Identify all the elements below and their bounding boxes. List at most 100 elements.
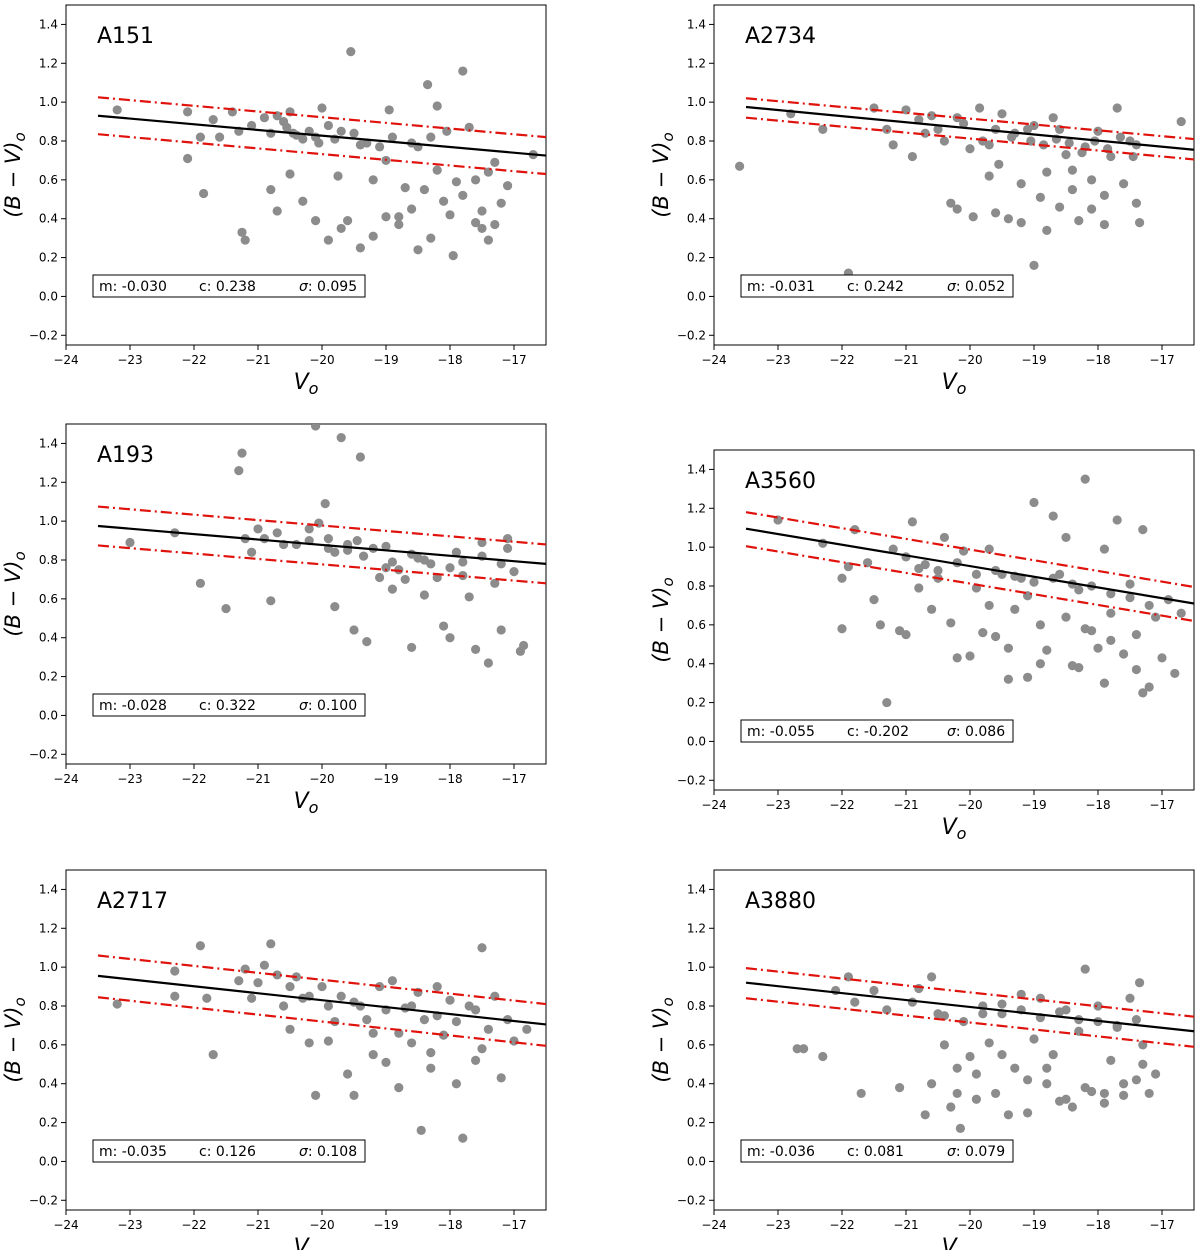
scatter-point <box>968 212 978 222</box>
scatter-point <box>869 595 879 605</box>
sigma-value: σ: 0.095 <box>299 279 357 295</box>
y-tick-label: 0.8 <box>39 553 58 567</box>
scatter-point <box>971 1069 982 1079</box>
scatter-point <box>1135 978 1145 988</box>
scatter-point <box>965 144 975 154</box>
plot-frame <box>713 4 1195 346</box>
scatter-point <box>477 1044 487 1054</box>
scatter-point <box>1067 184 1077 195</box>
scatter-point <box>483 658 493 668</box>
scatter-point <box>952 1088 962 1099</box>
x-tick-label: −19 <box>373 353 398 367</box>
scatter-point <box>522 1024 532 1034</box>
plot-area <box>97 47 546 261</box>
scatter-point <box>259 960 269 970</box>
chart-panel-A2734: −0.2 0.0 0.2 0.4 0.6 0.8 1.0 1.2 1.4 −24 −23 −22 −21… <box>649 4 1195 398</box>
x-tick-label: −21 <box>893 1218 918 1232</box>
scatter-point <box>349 1090 359 1100</box>
scatter-point <box>1099 190 1109 200</box>
scatter-point <box>1055 1007 1065 1017</box>
scatter-point <box>279 1001 289 1011</box>
scatter-point <box>423 80 433 90</box>
x-tick-label: −17 <box>1149 1218 1174 1232</box>
scatter-point <box>1029 1034 1039 1044</box>
scatter-point <box>496 559 506 569</box>
scatter-point <box>914 983 924 994</box>
y-tick-label: 0.8 <box>39 999 58 1013</box>
scatter-point <box>799 1044 809 1054</box>
x-tick-label: −22 <box>829 353 854 367</box>
y-tick-label: 0.4 <box>687 1077 706 1091</box>
y-tick-label: 0.2 <box>39 1116 58 1130</box>
scatter-point <box>837 624 847 634</box>
scatter-point <box>183 107 193 117</box>
scatter-point <box>368 1049 378 1060</box>
cluster-label: A151 <box>97 24 154 49</box>
x-tick-label: −21 <box>893 353 918 367</box>
y-tick-label: 0.8 <box>39 134 58 148</box>
scatter-point <box>259 534 269 544</box>
lower-band-line <box>97 996 546 1047</box>
scatter-point <box>407 1001 417 1011</box>
scatter-point <box>1007 132 1017 142</box>
scatter-point <box>368 1028 378 1038</box>
scatter-point <box>1003 643 1014 653</box>
x-tick-label: −20 <box>957 353 982 367</box>
fit-params-box: m: -0.028 c: 0.322 σ: 0.100 <box>92 693 366 717</box>
fit-params-box: m: -0.036 c: 0.081 σ: 0.079 <box>740 1139 1014 1163</box>
scatter-point <box>1144 1088 1154 1099</box>
scatter-point <box>984 1038 994 1048</box>
intercept-value: c: -0.202 <box>847 724 909 740</box>
y-tick-label: 1.2 <box>687 56 706 70</box>
plot-area <box>97 939 546 1143</box>
plot-frame <box>713 869 1195 1211</box>
scatter-point <box>1106 635 1116 646</box>
scatter-point <box>920 128 930 138</box>
scatter-point <box>1106 1055 1116 1065</box>
slope-value: m: -0.028 <box>99 698 167 714</box>
x-tick-label: −18 <box>437 1218 462 1232</box>
scatter-point <box>1067 1102 1077 1112</box>
scatter-point <box>888 544 898 554</box>
fit-line <box>745 981 1194 1033</box>
scatter-point <box>1099 1098 1109 1108</box>
x-tick-label: −19 <box>373 772 398 786</box>
scatter-point <box>1003 674 1014 684</box>
y-tick-label: 1.4 <box>687 462 706 476</box>
scatter-point <box>994 159 1004 169</box>
scatter-point <box>1157 653 1167 663</box>
cluster-label: A2734 <box>745 24 816 49</box>
fit-params-box: m: -0.031 c: 0.242 σ: 0.052 <box>740 274 1014 298</box>
scatter-point <box>1093 1001 1103 1011</box>
y-tick-label: 1.2 <box>39 56 58 70</box>
slope-value: m: -0.031 <box>747 279 815 295</box>
x-tick-label: −18 <box>437 772 462 786</box>
fit-params-box: m: -0.035 c: 0.126 σ: 0.108 <box>92 1139 366 1163</box>
x-tick-label: −23 <box>117 772 142 786</box>
fit-params-frame <box>740 1139 1014 1163</box>
scatter-point <box>384 105 394 115</box>
scatter-point <box>253 524 263 534</box>
y-tick-label: 1.2 <box>39 475 58 489</box>
x-tick-label: −17 <box>501 353 526 367</box>
x-tick-label: −20 <box>309 772 334 786</box>
scatter-point <box>266 184 276 195</box>
scatter-point <box>1125 579 1135 589</box>
scatter-point <box>221 603 231 614</box>
scatter-point <box>1099 1088 1109 1099</box>
scatter-point <box>451 1016 461 1027</box>
scatter-point <box>946 618 956 628</box>
scatter-point <box>199 188 209 199</box>
lower-band-line <box>97 544 546 585</box>
x-tick-label: −19 <box>1021 798 1046 812</box>
scatter-point <box>400 574 410 585</box>
y-tick-label: 0.0 <box>687 1154 706 1168</box>
x-tick-label: −23 <box>117 353 142 367</box>
scatter-point <box>355 452 365 462</box>
scatter-point <box>458 66 468 76</box>
plot-area <box>97 424 546 668</box>
scatter-point <box>509 567 519 577</box>
y-tick-label: 1.4 <box>687 17 706 31</box>
scatter-point <box>519 640 529 651</box>
